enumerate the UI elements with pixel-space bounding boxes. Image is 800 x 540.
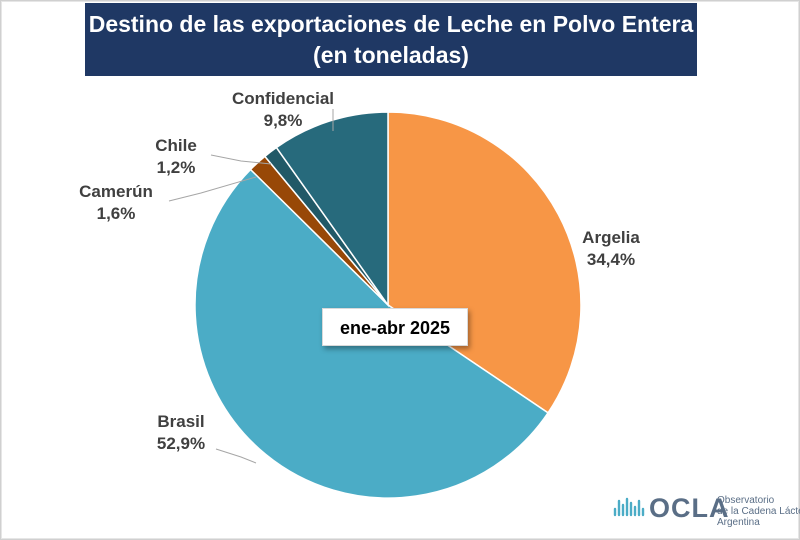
- leader-line-chile: [210, 154, 272, 165]
- chart-title-line2: (en toneladas): [313, 42, 469, 68]
- period-label: ene-abr 2025: [322, 308, 468, 346]
- pie-slice-argelia: [387, 111, 582, 414]
- slice-label-brasil: Brasil: [157, 412, 204, 431]
- logo-subtitle: Observatorio de la Cadena Láctea Argenti…: [717, 495, 800, 528]
- slice-label-argelia: Argelia: [582, 228, 640, 247]
- slice-value-argelia: 34,4%: [587, 250, 635, 269]
- logo-line3: Argentina: [717, 517, 760, 528]
- pie-slice-confidencial: [275, 111, 389, 308]
- leader-line-camerún: [168, 176, 257, 202]
- logo-name: OCLA: [649, 493, 730, 523]
- leader-line-brasil: [215, 448, 257, 464]
- logo-line1: Observatorio: [717, 495, 775, 506]
- ocla-logo: OCLA Observatorio de la Cadena Láctea Ar…: [613, 489, 800, 533]
- logo-line2: de la Cadena Láctea: [717, 506, 800, 517]
- chart-title-line1: Destino de las exportaciones de Leche en…: [88, 11, 694, 37]
- ocla-wave-icon: [613, 497, 645, 517]
- slice-value-camerún: 1,6%: [97, 204, 136, 223]
- slice-label-chile: Chile: [155, 136, 197, 155]
- slice-value-brasil: 52,9%: [157, 434, 205, 453]
- chart-title: Destino de las exportaciones de Leche en…: [85, 3, 697, 76]
- slice-label-confidencial: Confidencial: [232, 89, 334, 108]
- slice-label-camerún: Camerún: [79, 182, 153, 201]
- slice-value-chile: 1,2%: [157, 158, 196, 177]
- slice-value-confidencial: 9,8%: [264, 111, 303, 130]
